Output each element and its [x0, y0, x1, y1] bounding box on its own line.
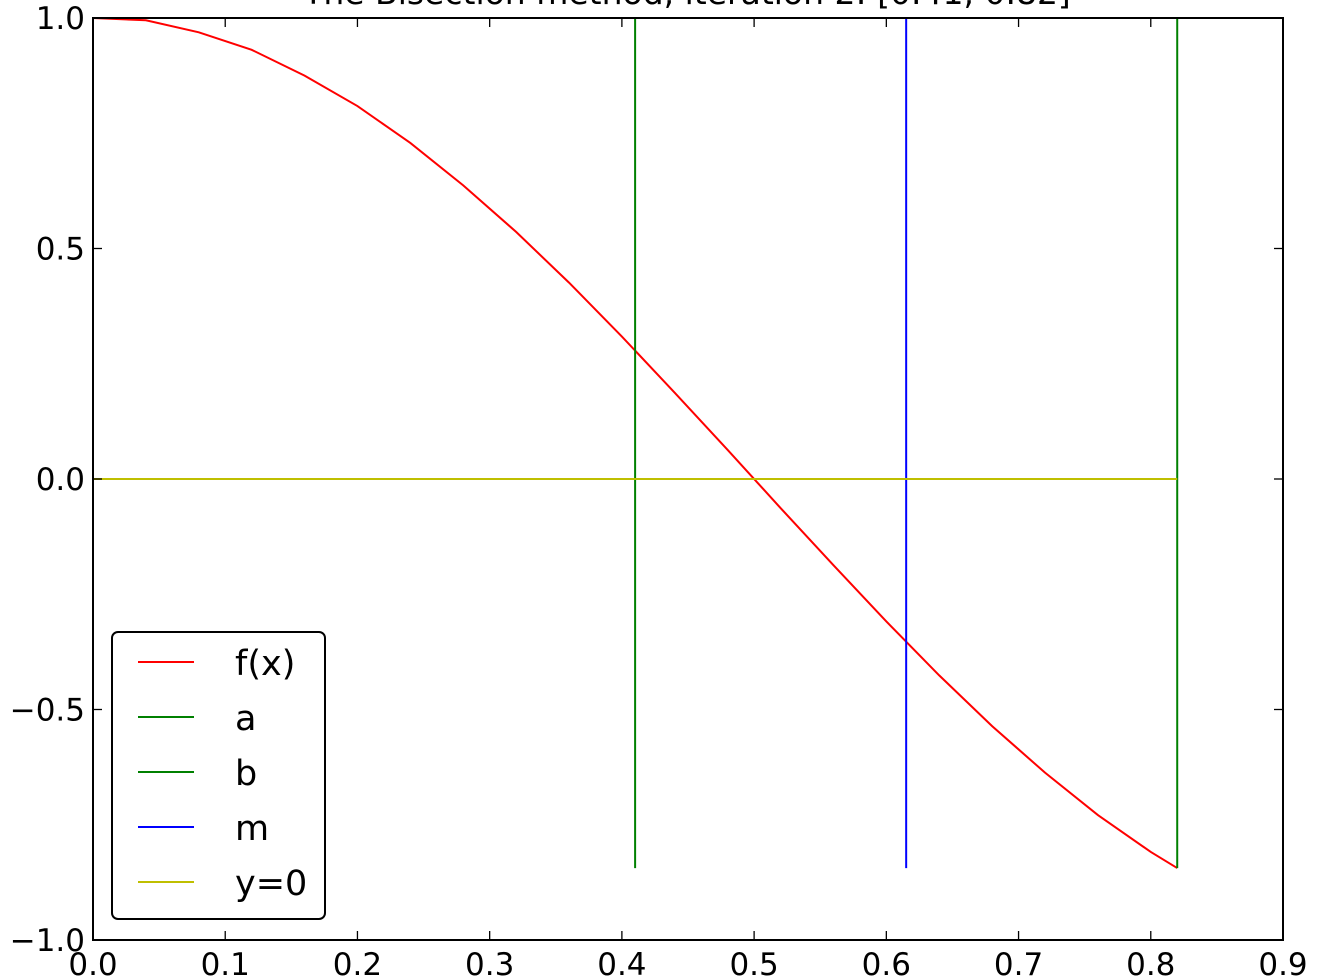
x-tick-label: 0.6: [862, 947, 911, 980]
chart-title: The Bisection method, iteration 2: [0.41…: [302, 0, 1071, 12]
x-tick-label: 0.1: [201, 947, 250, 980]
legend-label: y=0: [235, 864, 307, 904]
x-tick-label: 0.5: [729, 947, 778, 980]
x-tick-label: 0.7: [994, 947, 1043, 980]
x-tick-label: 0.4: [597, 947, 646, 980]
x-tick-label: 0.8: [1126, 947, 1175, 980]
legend-box: [111, 631, 326, 920]
y-tick-label: −1.0: [10, 923, 85, 959]
series-line-f-x: [93, 18, 1178, 869]
legend-label: a: [235, 699, 256, 739]
y-tick-label: −0.5: [10, 693, 85, 729]
x-tick-label: 0.0: [68, 947, 117, 980]
x-tick-label: 0.3: [465, 947, 514, 980]
legend-label: m: [235, 809, 269, 849]
legend-label: b: [235, 754, 257, 794]
x-tick-label: 0.9: [1258, 947, 1307, 980]
axes: 0.0 0.1 0.2 0.3 0.4 0.5 0.6 0.7 0.8 0.9 −1.0 −0.5 0.…: [10, 1, 1308, 980]
y-tick-label: 1.0: [36, 1, 85, 37]
legend: f(x) abm y=0: [111, 631, 326, 920]
legend-label: f(x): [235, 644, 295, 684]
y-tick-label: 0.0: [36, 462, 85, 498]
x-tick-label: 0.2: [333, 947, 382, 980]
plot-area: [93, 18, 1179, 869]
y-tick-label: 0.5: [36, 232, 85, 268]
